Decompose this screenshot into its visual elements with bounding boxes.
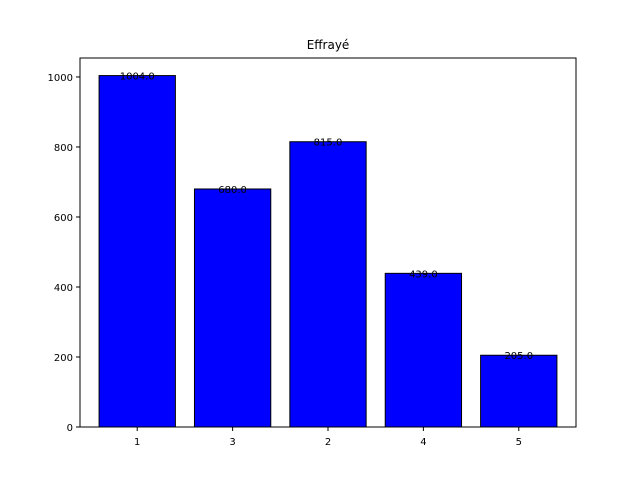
bar-4 [384, 272, 463, 428]
y-axis: 0 200 400 600 800 1000 [48, 73, 80, 434]
bars-layer [98, 75, 558, 428]
x-axis: 1 3 2 4 5 [134, 427, 522, 448]
bar-3 [193, 188, 272, 428]
y-tick-label: 1000 [48, 73, 73, 84]
data-label-1: 1004.0 [120, 72, 155, 83]
data-label-5: 205.0 [504, 351, 533, 362]
y-tick-label: 200 [54, 353, 73, 364]
bar-5 [480, 354, 558, 428]
y-tick-label: 600 [54, 213, 73, 224]
bar-2 [289, 141, 367, 428]
y-tick-label: 800 [54, 143, 73, 154]
data-label-2: 815.0 [314, 138, 343, 149]
x-tick-label: 2 [325, 437, 331, 448]
chart-title: Effrayé [307, 38, 350, 52]
data-label-4: 439.0 [409, 269, 438, 280]
y-tick-label: 0 [67, 423, 73, 434]
x-tick-label: 5 [516, 437, 522, 448]
data-label-3: 680.0 [218, 185, 247, 196]
data-labels-layer: 1004.0 680.0 815.0 439.0 205.0 [120, 72, 533, 363]
x-tick-label: 3 [229, 437, 235, 448]
bar-1 [98, 75, 176, 428]
y-tick-label: 400 [54, 283, 73, 294]
x-tick-label: 4 [420, 437, 426, 448]
x-tick-label: 1 [134, 437, 140, 448]
